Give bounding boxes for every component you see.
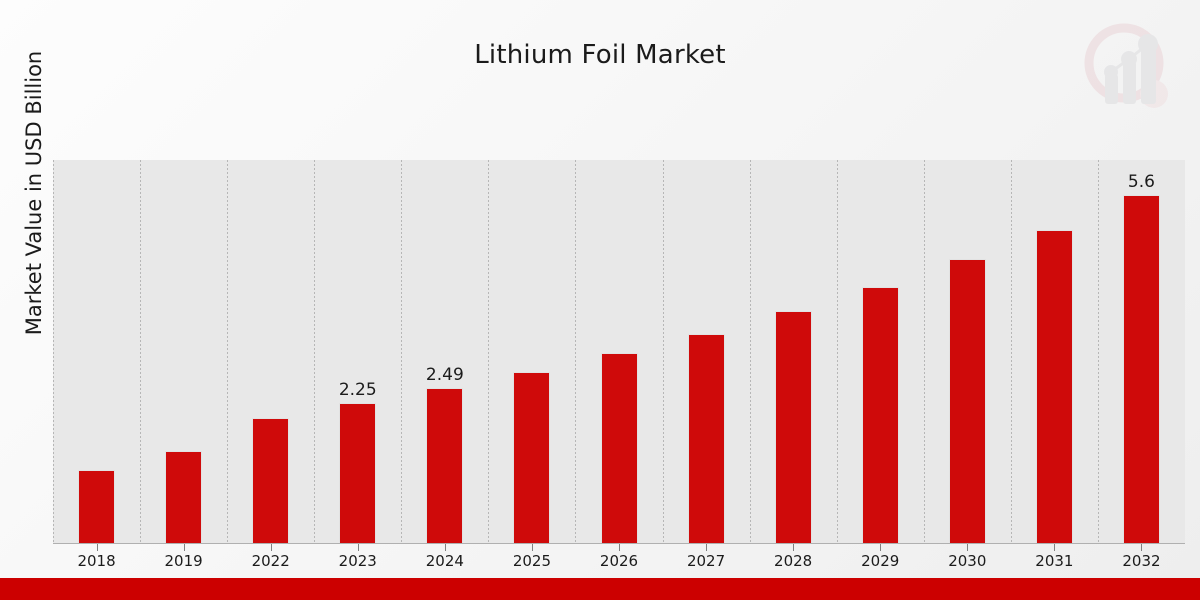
y-axis-title: Market Value in USD Billion <box>22 50 46 336</box>
x-tick-label-2026: 2026 <box>599 552 639 570</box>
x-tick-2018 <box>96 544 98 551</box>
x-tick-label-2019: 2019 <box>164 552 203 570</box>
gridline <box>314 160 315 543</box>
gridline <box>140 160 141 543</box>
gridline <box>488 160 489 543</box>
bar-2022[interactable] <box>252 418 290 543</box>
x-tick-2022 <box>270 544 272 551</box>
x-tick-2031 <box>1054 544 1056 551</box>
bar-value-label-2023: 2.25 <box>338 380 377 401</box>
x-tick-2032 <box>1141 544 1143 551</box>
x-tick-2027 <box>706 544 708 551</box>
bar-2019[interactable] <box>165 451 203 543</box>
x-axis-line <box>53 543 1185 544</box>
x-tick-label-2024: 2024 <box>425 552 464 570</box>
bar-2031[interactable] <box>1035 229 1073 543</box>
x-tick-2024 <box>444 544 446 551</box>
x-tick-2030 <box>967 544 969 551</box>
x-tick-label-2022: 2022 <box>251 552 290 570</box>
market-research-magnifier-logo <box>1077 18 1182 118</box>
gridline <box>227 160 228 543</box>
footer-band <box>0 578 1200 600</box>
bar-value-label-2024: 2.49 <box>425 365 464 386</box>
bar-2018[interactable] <box>78 469 116 543</box>
x-tick-label-2025: 2025 <box>512 552 552 570</box>
x-tick-2025 <box>531 544 533 551</box>
x-tick-label-2023: 2023 <box>338 552 377 570</box>
x-tick-2026 <box>619 544 620 551</box>
gridline <box>1098 160 1099 543</box>
plot-area: 2.25 2.49 5.6 <box>53 160 1185 543</box>
x-tick-label-2029: 2029 <box>861 552 900 570</box>
bar-2025[interactable] <box>513 372 551 543</box>
gridline <box>750 160 751 543</box>
gridline <box>837 160 838 543</box>
x-tick-label-2028: 2028 <box>774 552 813 570</box>
gridline <box>1011 160 1012 543</box>
bar-2030[interactable] <box>948 259 986 543</box>
x-tick-2023 <box>357 544 359 551</box>
bar-series: 2.25 2.49 5.6 <box>53 160 1185 543</box>
page-title: Lithium Foil Market <box>474 40 726 70</box>
x-tick-label-2031: 2031 <box>1035 552 1074 570</box>
x-tick-label-2027: 2027 <box>686 552 726 570</box>
x-tick-label-2018: 2018 <box>77 552 116 570</box>
bar-2032[interactable]: 5.6 <box>1122 172 1160 543</box>
gridlines <box>53 160 1185 543</box>
gridline <box>924 160 925 543</box>
x-tick-2029 <box>880 544 882 551</box>
bar-2024[interactable]: 2.49 <box>426 365 464 543</box>
gridline <box>53 160 54 543</box>
x-tick-2028 <box>793 544 795 551</box>
bar-2027[interactable] <box>687 333 725 543</box>
x-tick-label-2030: 2030 <box>948 552 987 570</box>
bar-2028[interactable] <box>774 311 812 543</box>
x-tick-label-2032: 2032 <box>1122 552 1161 570</box>
gridline <box>663 160 664 543</box>
bar-value-label-2032: 5.6 <box>1127 172 1155 193</box>
gridline <box>575 160 576 543</box>
gridline <box>401 160 402 543</box>
bar-2026[interactable] <box>600 353 638 543</box>
x-tick-2019 <box>183 544 185 551</box>
bar-2023[interactable]: 2.25 <box>339 380 377 543</box>
bar-2029[interactable] <box>861 287 899 543</box>
